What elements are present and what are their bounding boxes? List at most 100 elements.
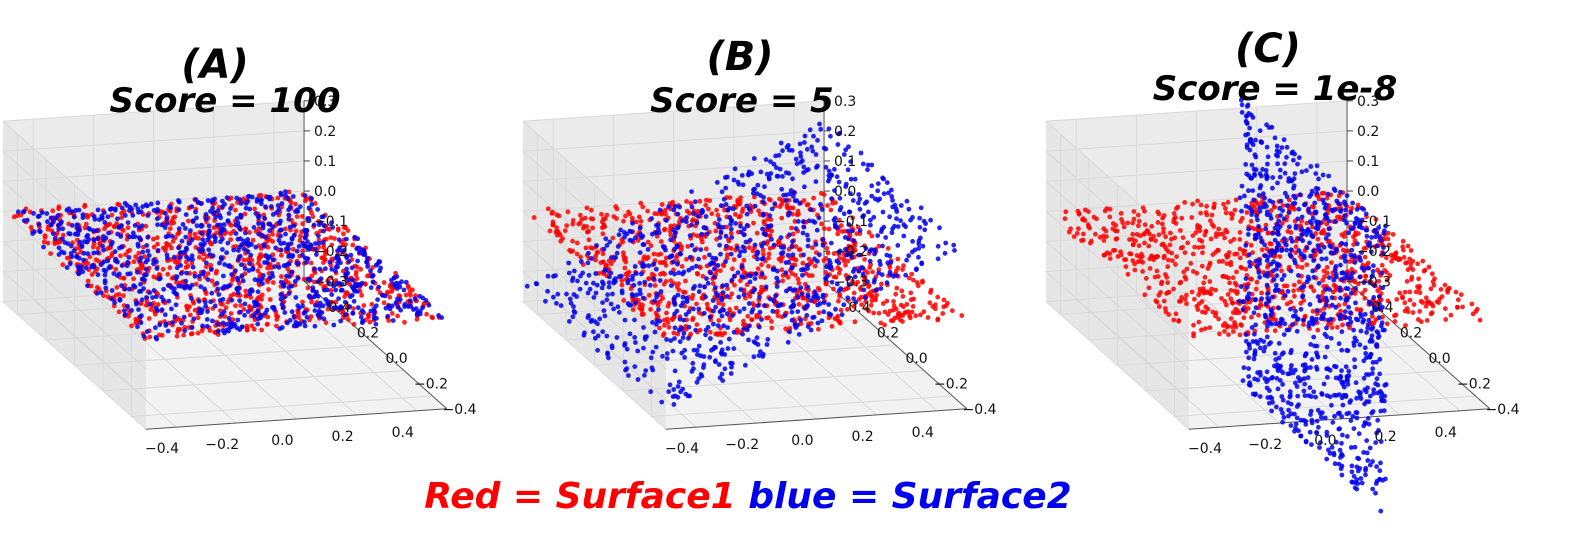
panel-b-point	[696, 213, 701, 219]
panel-a-point	[147, 290, 153, 296]
panel-a-point	[112, 300, 117, 306]
panel-a-point	[256, 254, 262, 260]
panel-b-point	[723, 233, 729, 239]
panel-a-point	[302, 235, 308, 240]
panel-a-point	[378, 265, 383, 271]
panel-c-point	[1236, 310, 1242, 316]
panel-b-point	[768, 159, 773, 165]
panel-b-point	[905, 309, 911, 314]
panel-a-point	[273, 245, 279, 251]
panel-a-point	[368, 285, 374, 290]
panel-c-point	[1089, 238, 1094, 244]
panel-c-point	[1365, 416, 1371, 421]
panel-b-point	[585, 229, 590, 235]
panel-b-point	[671, 387, 677, 392]
panel-b-point	[759, 284, 764, 290]
panel-a-point	[198, 224, 204, 229]
panel-b-point	[604, 297, 610, 303]
panel-a-point	[165, 233, 171, 239]
panel-b-point	[739, 264, 745, 269]
panel-c-point	[1322, 205, 1328, 211]
panel-a-point	[224, 321, 230, 327]
panel-b-point	[692, 199, 698, 205]
panel-c-point	[1209, 212, 1215, 218]
panel-b-point	[588, 207, 594, 213]
panel-a-point	[321, 245, 327, 250]
panel-a-point	[231, 247, 237, 253]
panel-b-point	[594, 243, 599, 248]
panel-b-point	[672, 230, 678, 236]
panel-a-point	[353, 281, 358, 287]
panel-c-point	[1324, 270, 1330, 276]
panel-b-point	[621, 218, 626, 224]
panel-c-point	[1107, 256, 1113, 261]
panel-b-point	[881, 224, 887, 230]
panel-c-point	[1216, 259, 1222, 264]
panel-a-point	[351, 298, 357, 304]
panel-b-point	[783, 197, 789, 203]
panel-b-point	[703, 202, 709, 208]
panel-b-point	[746, 337, 751, 343]
panel-b-point	[641, 325, 646, 330]
panel-a-point	[248, 305, 253, 311]
panel-b-point	[941, 297, 947, 303]
panel-b-point	[677, 204, 682, 210]
panel-b-point	[668, 278, 674, 284]
panel-b-point	[895, 224, 901, 230]
panel-c-point	[1267, 241, 1273, 246]
panel-a-point	[174, 279, 179, 285]
panel-c-point	[1189, 289, 1195, 295]
panel-b-point	[911, 296, 916, 302]
panel-a-point	[85, 213, 91, 219]
panel-a-point	[239, 273, 245, 279]
panel-b-point	[694, 322, 700, 327]
panel-a-point	[300, 248, 305, 254]
panel-b-point	[766, 251, 772, 257]
panel-a-point	[253, 244, 259, 250]
panel-a-point	[119, 263, 125, 268]
panel-b-point	[687, 254, 693, 260]
panel-a-point	[187, 312, 193, 318]
panel-a-point	[351, 306, 356, 311]
panel-a-point	[263, 310, 268, 316]
panel-a-point	[286, 189, 292, 195]
panel-a-point	[387, 294, 393, 300]
panel-b-point	[920, 243, 926, 249]
panel-b-point	[793, 325, 799, 330]
panel-c-point	[1280, 419, 1285, 425]
panel-c-point	[1203, 310, 1208, 315]
panel-b-point	[781, 192, 786, 198]
panel-a-point	[312, 323, 318, 329]
panel-a-point	[346, 317, 351, 323]
panel-b-point	[771, 242, 777, 248]
panel-c-point	[1417, 309, 1423, 314]
panel-c-point	[1292, 200, 1298, 206]
panel-b-point	[606, 284, 612, 290]
panel-a-point	[355, 258, 360, 264]
panel-c-point	[1378, 508, 1384, 514]
panel-a-point	[236, 257, 241, 262]
panel-c-point	[1221, 201, 1226, 207]
panel-a-point	[41, 244, 46, 250]
panel-a-point	[382, 293, 388, 299]
panel-b-point	[801, 164, 807, 170]
panel-c-point	[1195, 198, 1200, 204]
panel-a-point	[243, 230, 248, 236]
panel-a-point	[405, 283, 411, 289]
panel-c-point	[1301, 322, 1306, 327]
panel-b-point	[796, 332, 802, 337]
panel-c-point	[1428, 311, 1434, 317]
panel-a-point	[66, 206, 72, 212]
panel-a-point	[207, 228, 212, 234]
panel-b-point	[880, 243, 885, 249]
panel-a-point	[270, 280, 276, 285]
panel-a-point	[277, 227, 283, 233]
panel-c-point	[1162, 253, 1167, 259]
panel-b-point	[720, 290, 726, 295]
panel-a-point	[224, 250, 230, 256]
panel-b-point	[913, 313, 919, 319]
panel-a-point	[267, 196, 272, 202]
panel-c-point	[1076, 211, 1082, 217]
panel-c-point	[1128, 251, 1134, 257]
panel-b-point	[775, 268, 780, 274]
